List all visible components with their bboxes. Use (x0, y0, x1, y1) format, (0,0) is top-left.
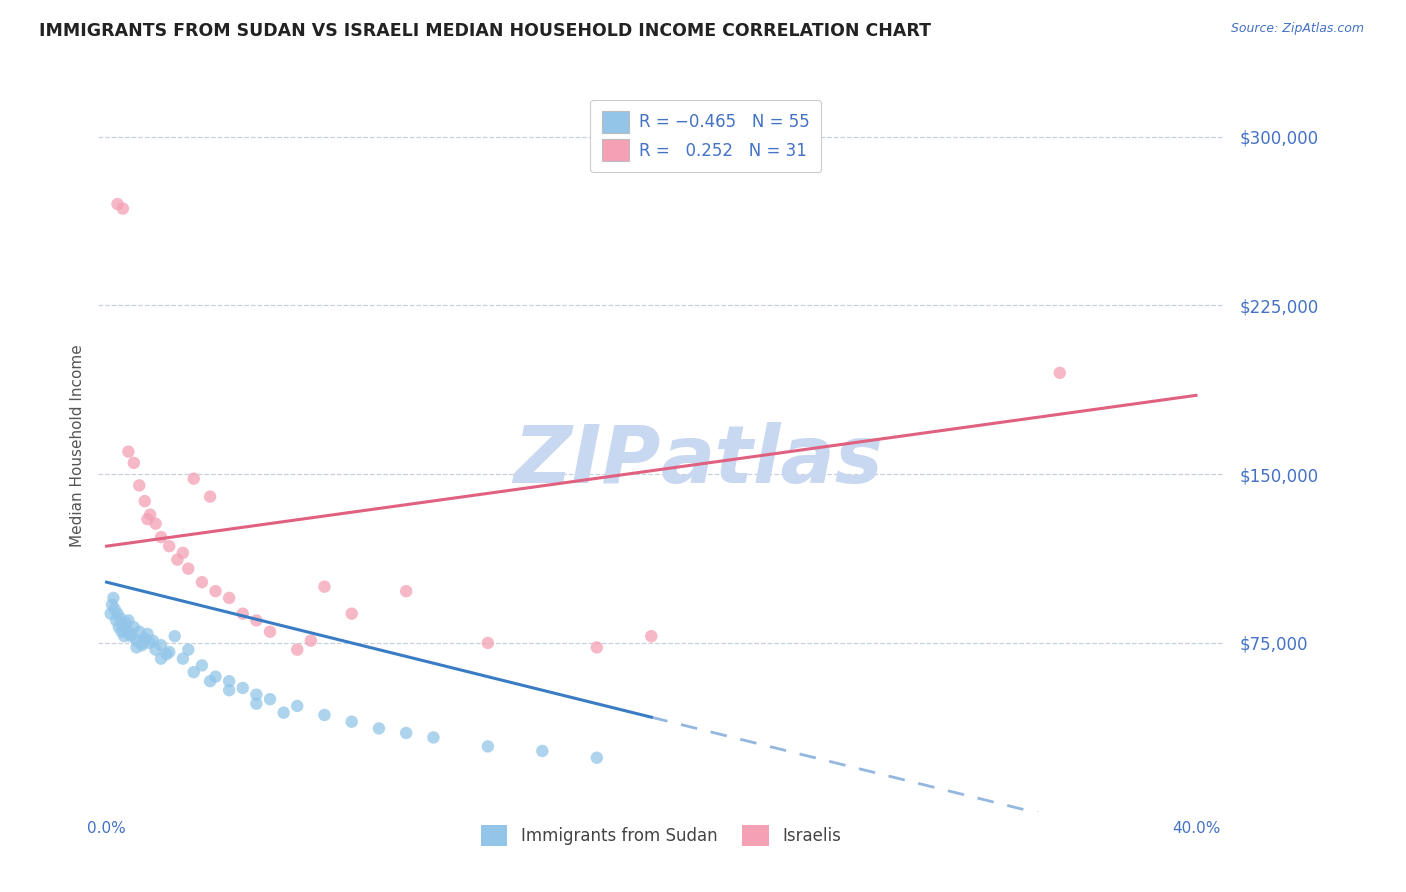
Point (107, 607, 129, 621)
Point (150, 530, 173, 544)
Point (232, 607, 254, 621)
Point (477, 636, 499, 650)
Point (585, 750, 607, 764)
Point (150, 638, 173, 652)
Point (114, 615, 136, 630)
Point (157, 539, 180, 553)
Point (111, 618, 134, 632)
Point (125, 633, 148, 648)
Point (395, 726, 418, 740)
Point (163, 629, 186, 643)
Point (245, 614, 267, 628)
Legend: Immigrants from Sudan, Israelis: Immigrants from Sudan, Israelis (472, 816, 849, 855)
Point (259, 624, 281, 639)
Point (218, 683, 240, 698)
Point (368, 722, 391, 736)
Point (134, 632, 156, 646)
Point (204, 584, 226, 599)
Point (155, 647, 177, 661)
Point (340, 607, 363, 621)
Text: Source: ZipAtlas.com: Source: ZipAtlas.com (1230, 22, 1364, 36)
Point (139, 636, 162, 650)
Point (134, 494, 156, 508)
Point (100, 607, 122, 621)
Point (172, 546, 194, 560)
Point (139, 508, 162, 522)
Text: IMMIGRANTS FROM SUDAN VS ISRAELI MEDIAN HOUSEHOLD INCOME CORRELATION CHART: IMMIGRANTS FROM SUDAN VS ISRAELI MEDIAN … (39, 22, 931, 40)
Point (183, 472, 205, 486)
Point (177, 562, 200, 576)
Point (299, 633, 322, 648)
Point (122, 620, 145, 634)
Point (314, 708, 336, 723)
Point (218, 591, 240, 605)
Point (142, 633, 165, 648)
Point (640, 629, 662, 643)
Point (273, 706, 295, 720)
Point (120, 629, 142, 643)
Point (114, 620, 136, 634)
Point (198, 490, 221, 504)
Point (112, 629, 135, 643)
Point (204, 670, 226, 684)
Point (136, 627, 159, 641)
Point (157, 645, 180, 659)
Point (340, 714, 363, 729)
Point (1049, 366, 1071, 380)
Point (105, 614, 128, 628)
Point (245, 688, 267, 702)
Point (191, 658, 214, 673)
Point (150, 651, 173, 665)
Point (117, 444, 139, 458)
Point (104, 602, 127, 616)
Text: atlas: atlas (661, 422, 883, 500)
Point (395, 584, 418, 599)
Point (218, 674, 240, 689)
Point (183, 665, 205, 680)
Point (128, 478, 150, 492)
Point (131, 638, 153, 652)
Text: ZIP: ZIP (513, 422, 661, 500)
Point (477, 739, 499, 754)
Point (120, 627, 142, 641)
Point (531, 744, 554, 758)
Point (108, 611, 131, 625)
Point (145, 642, 167, 657)
Point (232, 681, 254, 695)
Point (145, 516, 167, 531)
Point (128, 624, 150, 639)
Point (198, 674, 221, 689)
Point (166, 552, 188, 566)
Point (191, 575, 214, 590)
Point (172, 651, 194, 665)
Point (122, 456, 145, 470)
Point (101, 598, 124, 612)
Point (136, 512, 159, 526)
Point (245, 697, 267, 711)
Point (285, 642, 308, 657)
Point (117, 614, 139, 628)
Point (108, 620, 131, 634)
Point (103, 591, 125, 605)
Y-axis label: Median Household Income: Median Household Income (69, 344, 84, 548)
Point (177, 642, 200, 657)
Point (125, 640, 148, 655)
Point (115, 624, 138, 639)
Point (285, 698, 308, 713)
Point (107, 197, 129, 211)
Point (585, 640, 607, 655)
Point (131, 636, 153, 650)
Point (111, 202, 134, 216)
Point (314, 580, 336, 594)
Point (422, 731, 444, 745)
Point (110, 624, 132, 639)
Point (259, 692, 281, 706)
